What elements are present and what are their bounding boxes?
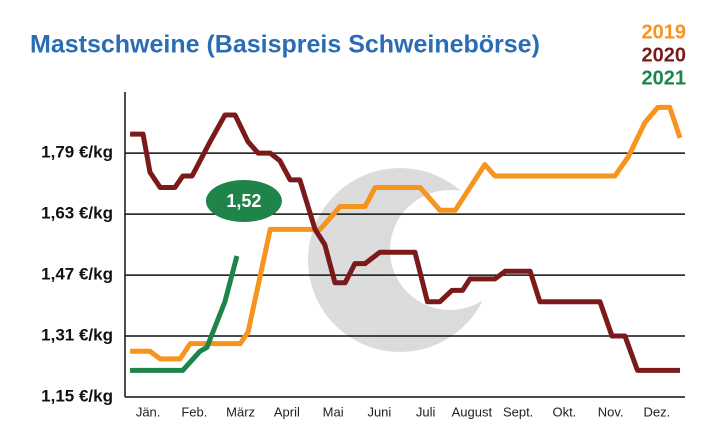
line-series bbox=[130, 255, 240, 373]
y-tick-label: 1,31 €/kg bbox=[41, 326, 113, 345]
y-tick-label: 1,79 €/kg bbox=[41, 143, 113, 162]
annotation-label: 1,52 bbox=[226, 191, 261, 211]
x-tick-label: Mai bbox=[323, 404, 344, 419]
y-tick-label: 1,15 €/kg bbox=[41, 386, 113, 405]
chart-title: Mastschweine (Basispreis Schweinebörse) bbox=[30, 31, 540, 59]
y-tick-label: 1,47 €/kg bbox=[41, 265, 113, 284]
line-series bbox=[130, 112, 680, 373]
legend-entry: 2021 bbox=[642, 67, 687, 89]
x-tick-label: Juli bbox=[416, 404, 436, 419]
x-tick-label: Feb. bbox=[181, 404, 207, 419]
y-tick-label: 1,63 €/kg bbox=[41, 204, 113, 223]
x-tick-label: Jän. bbox=[136, 404, 161, 419]
x-tick-label: Sept. bbox=[503, 404, 533, 419]
x-tick-label: August bbox=[452, 404, 493, 419]
line-series bbox=[130, 104, 683, 362]
x-tick-label: April bbox=[274, 404, 300, 419]
x-tick-label: Nov. bbox=[598, 404, 624, 419]
legend-entry: 2020 bbox=[642, 44, 687, 66]
annotation-bubble bbox=[205, 180, 282, 223]
x-tick-label: Dez. bbox=[644, 404, 671, 419]
x-tick-label: Okt. bbox=[552, 404, 576, 419]
legend-entry: 2019 bbox=[642, 21, 687, 43]
x-tick-label: März bbox=[226, 404, 255, 419]
x-tick-label: Juni bbox=[367, 404, 391, 419]
